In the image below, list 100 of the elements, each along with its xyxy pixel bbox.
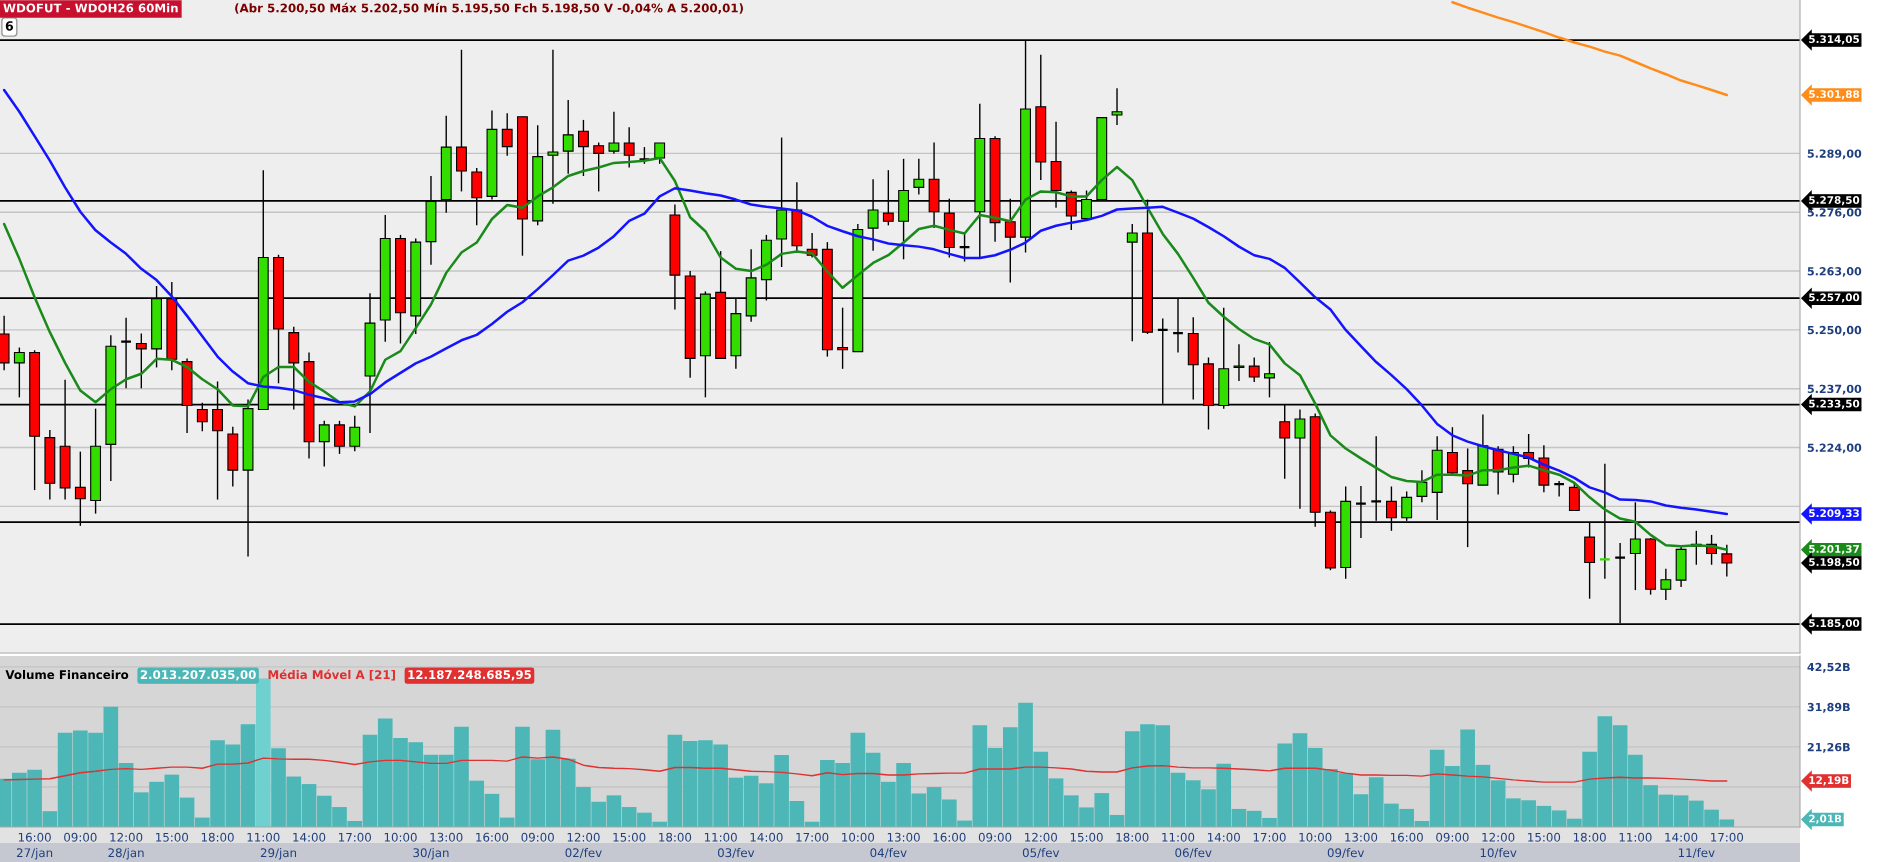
x-tick-label: 18:00 [1116, 832, 1149, 842]
ref-line-label: 5.233,50 [1809, 399, 1860, 409]
candlestick [623, 126, 635, 169]
x-tick-label: 12:00 02/fev [565, 832, 602, 859]
candlestick [837, 307, 849, 370]
y-tick-label: 42,52B [1807, 662, 1850, 673]
candlestick [135, 332, 147, 389]
x-tick-label: 03/fev [717, 848, 755, 859]
candlestick [501, 112, 513, 157]
x-tick-label: 12:00 05/fev [1022, 832, 1060, 859]
candlestick [1233, 343, 1245, 382]
chart-subtitle: (Abr 5.200,50 Máx 5.202,50 Mín 5.195,50 Fch 5.198,50 V -0,04% A 5.200,01) [235, 2, 743, 14]
x-tick-label: 09/fev [1327, 848, 1365, 859]
x-tick-label: 13:00 [887, 832, 920, 842]
candlestick [593, 141, 605, 193]
x-tick-label: 30/jan [413, 848, 449, 860]
y-tick-label: 5.289,00 [1807, 149, 1862, 160]
candlestick [578, 119, 589, 177]
x-tick-label: 11/fev [1678, 848, 1715, 859]
y-tick-label: 5.224,00 [1807, 443, 1862, 454]
y-tick-label: 5.263,00 [1807, 267, 1862, 277]
ref-line-label: 5.257,00 [1809, 293, 1860, 303]
bar [255, 678, 271, 827]
x-tick-label: 14:00 [750, 832, 783, 842]
x-tick-label: 17:00 [796, 832, 829, 842]
x-tick-label: 29/jan [260, 848, 297, 860]
x-tick-label: 11:00 [1162, 832, 1195, 842]
text: 5.198,50 [1809, 558, 1860, 568]
y-tick-label: 31,89B [1807, 702, 1850, 713]
candlestick [1446, 426, 1458, 476]
x-tick-label: 11:00 [247, 832, 280, 842]
text: 5.201,37 [1809, 544, 1859, 555]
ref-line-label: 5.278,50 [1809, 196, 1860, 206]
candlestick [1294, 408, 1306, 510]
text: Volume Financeiro [5, 669, 129, 680]
candlestick [1416, 469, 1428, 504]
candlestick [1660, 568, 1672, 601]
candlestick [334, 420, 345, 455]
x-tick-label: 17:00 [339, 832, 371, 842]
x-tick-label: 16:00 27/jan [16, 832, 53, 860]
x-tick-label: 18:00 [659, 832, 692, 842]
candlestick [913, 158, 925, 196]
candlestick [1629, 501, 1641, 591]
y-tick-label: 5.276,00 [1807, 208, 1862, 219]
x-tick-label: 15:00 [1528, 832, 1561, 842]
candlestick [562, 99, 574, 175]
x-tick-label: 13:00 [430, 832, 463, 842]
x-tick-label: 12:00 10/fev [1480, 832, 1517, 859]
x-tick-label: 11:00 [704, 832, 737, 842]
x-tick-label: 14:00 [1208, 832, 1240, 842]
text: Média Móvel A [21] [268, 669, 395, 681]
x-tick-label: 10:00 [842, 832, 875, 842]
text: 5.301,88 [1809, 90, 1860, 100]
y-tick-label: 5.237,00 [1807, 384, 1862, 395]
x-tick-label: 13:00 [1345, 832, 1378, 842]
chart-title: WDOFUT - WDOH26 60Min [3, 3, 178, 13]
ref-line-label: 5.185,00 [1809, 619, 1860, 629]
y-tick-label: 5.250,00 [1807, 325, 1862, 336]
candlestick [456, 49, 467, 193]
annotation: 12.187.248.685,95 [408, 670, 531, 681]
x-tick-label: 14:00 [293, 832, 326, 842]
x-tick-label: 04/fev [870, 848, 907, 859]
text: 2,01B [1809, 814, 1842, 824]
candlestick [349, 415, 361, 452]
x-tick-label: 12:00 28/jan [108, 832, 144, 860]
y-tick-label: 21,26B [1807, 742, 1850, 753]
x-tick-label: 11:00 [1619, 832, 1652, 842]
candlestick [1264, 341, 1275, 399]
x-tick-label: 16:00 [1390, 832, 1423, 842]
x-tick-label: 10:00 [1299, 832, 1332, 842]
candlestick [1248, 356, 1260, 383]
line-series [1451, 1, 1729, 97]
x-tick-label: 09:00 [521, 832, 554, 842]
x-tick-label: 16:00 [933, 832, 966, 842]
annotation: 2.013.207.035,00 [140, 670, 256, 681]
ref-line-label: 5.314,05 [1809, 35, 1860, 45]
text: 12,19B [1809, 776, 1849, 786]
x-tick-label: 09:00 [978, 832, 1012, 842]
candlestick [13, 346, 25, 399]
x-tick-label: 15:00 [1070, 832, 1103, 842]
x-tick-label: 16:00 [476, 832, 509, 842]
x-tick-label: 09:00 [64, 832, 97, 842]
x-tick-label: 15:00 [613, 832, 646, 842]
x-tick-label: 10:00 [384, 832, 417, 842]
candlestick [1721, 544, 1733, 578]
x-tick-label: 15:00 [156, 832, 189, 842]
candlestick [318, 420, 330, 468]
candlestick [120, 316, 133, 389]
annotation: 6 [5, 21, 14, 31]
candlestick [1553, 480, 1566, 498]
x-tick-label: 18:00 [1573, 832, 1606, 842]
x-tick-label: 14:00 [1665, 832, 1698, 842]
candlestick [608, 111, 620, 155]
candlestick [958, 233, 971, 263]
line-series [3, 756, 1728, 783]
text: 5.209,33 [1809, 509, 1859, 519]
x-tick-label: 06/fev [1175, 848, 1212, 859]
line-series [2, 88, 1729, 516]
x-tick-label: 18:00 [201, 832, 234, 842]
candlestick [1111, 87, 1123, 126]
